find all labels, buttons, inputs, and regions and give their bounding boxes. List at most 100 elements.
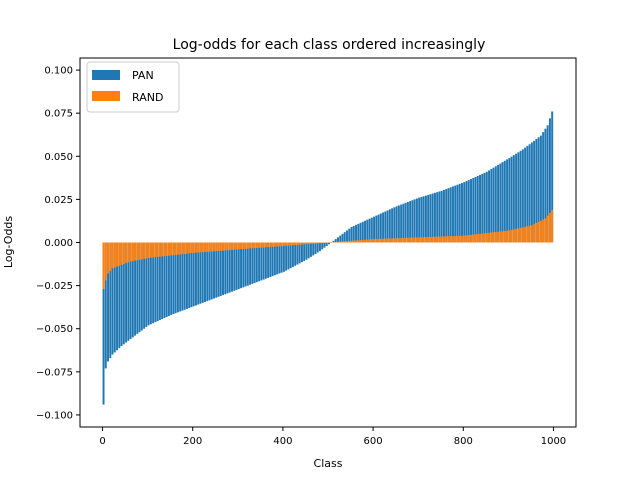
pan-bar [167,242,170,316]
pan-bar [264,242,267,279]
pan-bar [172,242,175,315]
rand-bar [246,242,249,249]
pan-bar [521,149,524,243]
rand-bar [348,240,351,243]
rand-bar [260,242,263,248]
pan-bar [418,197,421,243]
pan-bar [544,128,547,243]
rand-bar [296,242,299,245]
pan-bar [499,163,502,243]
pan-bar [454,185,457,243]
rand-bar [515,228,518,243]
rand-bar [143,242,146,259]
rand-bar [134,242,137,261]
pan-bar [280,242,283,273]
pan-bar [503,160,506,243]
rand-bar [431,236,434,243]
pan-bar [228,242,231,293]
x-tick-label: 1000 [541,436,566,447]
pan-bar [483,172,486,243]
pan-bar [296,242,299,265]
pan-bar [485,171,488,243]
pan-bar [551,111,554,243]
rand-bar [267,242,270,248]
pan-bar [494,166,497,243]
pan-bar [373,216,376,243]
rand-bar [222,242,224,251]
rand-bar [422,237,425,243]
rand-bar [161,242,164,257]
pan-bar [355,224,357,243]
rand-bar [199,242,202,253]
pan-bar [192,242,195,307]
rand-bar [452,236,454,243]
pan-bar [102,242,105,405]
rand-bar [291,242,294,246]
pan-bar [533,140,536,243]
pan-bar [501,162,504,243]
rand-bar [463,235,466,243]
rand-bar [357,240,360,243]
rand-bar [149,242,152,258]
rand-bar [136,242,139,261]
rand-bar [440,236,443,243]
pan-bar [463,182,466,243]
pan-bar [224,242,227,295]
rand-bar [138,242,141,260]
rand-bar [472,234,475,243]
rand-bar [255,242,258,249]
rand-bar [111,242,114,269]
pan-bar [323,242,326,248]
rand-bar [289,242,292,246]
pan-bar [161,242,164,320]
rand-bar [258,242,261,248]
rand-bar [418,237,421,243]
pan-bar [413,199,416,243]
rand-bar [165,242,168,256]
pan-bar [508,158,511,243]
rand-bar [343,241,346,243]
rand-bar [521,227,524,243]
rand-bar [298,242,301,245]
rand-bar [526,226,529,243]
pan-bar [519,150,522,243]
rand-bar [488,232,491,243]
rand-bar [433,236,436,243]
rand-bar [467,235,470,243]
rand-bar [359,240,362,243]
rand-bar [492,232,495,243]
rand-bar [366,239,369,243]
pan-bar [348,228,351,243]
rand-bar [370,239,373,243]
y-tick-label: 0.100 [44,66,73,77]
x-axis-label: Class [314,457,343,470]
pan-bar [332,240,335,243]
rand-bar [244,242,247,249]
rand-bar [122,242,125,265]
pan-bar [226,242,229,294]
pan-bar [456,184,459,243]
rand-bar [154,242,157,258]
pan-bar [111,242,114,355]
pan-bar [197,242,200,305]
rand-bar [533,224,536,243]
pan-bar [285,242,288,271]
rand-bar [411,237,414,243]
pan-bar [246,242,249,286]
pan-bar [343,232,346,243]
pan-bar [436,192,439,243]
rand-bar [415,237,418,243]
rand-bar [156,242,159,257]
rand-bar [282,242,285,246]
rand-bar [316,242,319,244]
pan-bar [393,207,396,243]
pan-bar [337,237,339,243]
pan-bar [506,159,509,243]
rand-bar [391,238,394,243]
rand-bar [456,235,459,243]
x-tick-label: 800 [454,436,473,447]
rand-bar [215,242,218,252]
pan-bar [190,242,193,308]
pan-bar [361,221,364,243]
